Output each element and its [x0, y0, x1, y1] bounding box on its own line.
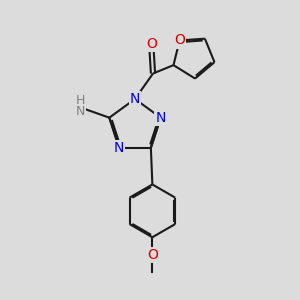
Text: N: N — [76, 105, 85, 118]
Text: N: N — [130, 92, 140, 106]
Text: N: N — [114, 141, 124, 155]
Text: O: O — [146, 37, 157, 50]
Text: H: H — [76, 94, 85, 107]
Text: N: N — [155, 111, 166, 125]
Text: O: O — [174, 34, 185, 47]
Text: O: O — [147, 248, 158, 262]
